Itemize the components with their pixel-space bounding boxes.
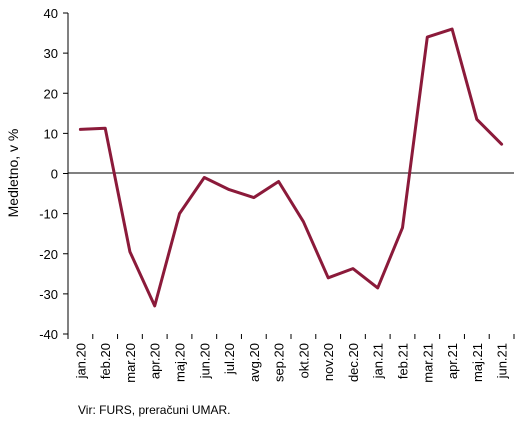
x-tick-label: dec.20 [346, 343, 361, 382]
x-tick-label: maj.20 [173, 343, 188, 382]
y-ticks: 40 30 20 10 0 -10 -20 -30 -40 [39, 6, 68, 342]
y-tick-label: -10 [39, 207, 58, 222]
x-ticks: jan.20 feb.20 mar.20 apr.20 maj.20 jun.20 jul.… [67, 334, 515, 383]
x-tick-label: nov.20 [321, 343, 336, 381]
y-tick-label: -40 [39, 327, 58, 342]
y-tick-label: 30 [44, 46, 58, 61]
x-tick-label: apr.20 [148, 343, 163, 379]
x-tick-label: jan.21 [371, 343, 386, 379]
x-tick-label: avg.20 [247, 343, 262, 382]
x-tick-label: feb.21 [396, 343, 411, 379]
x-tick-label: mar.21 [420, 343, 435, 383]
x-tick-label: apr.21 [445, 343, 460, 379]
source-note: Vir: FURS, preračuni UMAR. [78, 403, 231, 417]
x-tick-label: mar.20 [123, 343, 138, 383]
x-tick-label: jun.21 [495, 343, 510, 379]
x-tick-label: jul.20 [222, 343, 237, 375]
x-tick-label: okt.20 [296, 343, 311, 378]
y-tick-label: 40 [44, 6, 58, 21]
y-tick-label: -20 [39, 247, 58, 262]
y-tick-label: -30 [39, 287, 58, 302]
x-tick-label: sep.20 [272, 343, 287, 382]
series-line [78, 27, 504, 308]
y-axis-label: Medletno, v % [5, 129, 21, 218]
y-tick-label: 10 [44, 126, 58, 141]
x-tick-label: feb.20 [98, 343, 113, 379]
x-tick-label: jan.20 [73, 343, 88, 379]
x-tick-label: maj.21 [470, 343, 485, 382]
y-tick-label: 20 [44, 86, 58, 101]
y-tick-label: 0 [51, 167, 58, 182]
x-tick-label: jun.20 [197, 343, 212, 379]
